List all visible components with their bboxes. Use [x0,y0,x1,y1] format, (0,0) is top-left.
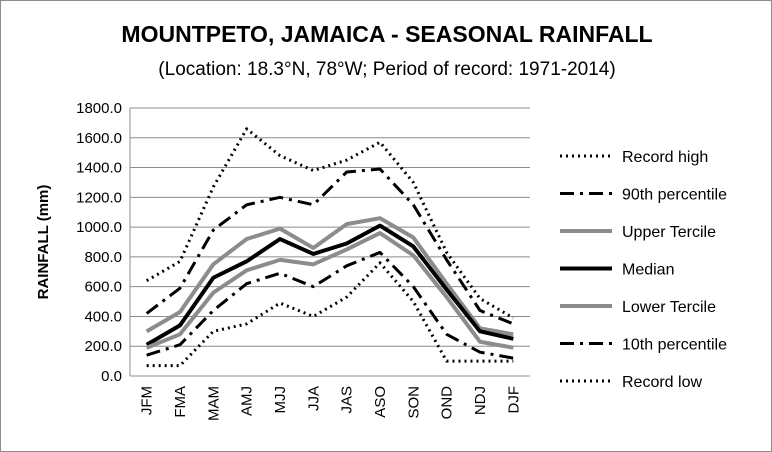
y-tick-label: 600.0 [84,279,122,296]
series-line-record-high [145,127,515,320]
legend-label-record-low: Record low [622,374,702,391]
x-tick-label: JAS [339,386,356,414]
legend-label-median: Median [622,262,674,279]
series-line-90th-percentile [145,167,514,326]
x-tick-label: MJJ [272,386,289,414]
x-tick-label: SON [405,386,422,419]
x-tick-label: AMJ [239,386,256,416]
series-lines [145,127,515,368]
legend-label-upper-tercile: Upper Tercile [622,224,716,241]
y-tick-label: 1000.0 [76,219,122,236]
x-tick-label: MAM [205,386,222,421]
y-tick-label: 800.0 [84,249,122,266]
x-tick-label: JJA [305,386,322,411]
y-tick-label: 0.0 [101,368,122,385]
y-tick-label: 1200.0 [76,189,122,206]
series-line-upper-tercile [145,216,514,337]
y-tick-label: 1800.0 [76,100,122,117]
y-axis-tick-labels: 0.0 200.0 400.0 600.0 800.0 1000.0 1200.0 1400.… [76,100,122,385]
legend: Record high 90th percentile Upper Tercile M… [560,149,727,391]
series-line-10th-percentile [146,250,514,360]
y-tick-label: 1400.0 [76,160,122,177]
x-tick-label: ASO [372,386,389,418]
legend-label-10th-percentile: 10th percentile [622,337,727,354]
chart-subtitle: (Location: 18.3°N, 78°W; Period of recor… [158,59,616,80]
legend-label-lower-tercile: Lower Tercile [622,299,716,316]
y-tick-label: 400.0 [84,308,122,325]
series-line-lower-tercile [145,231,514,350]
series-line-record-low [146,261,514,368]
y-tick-label: 1600.0 [76,130,122,147]
x-tick-label: JFM [139,386,156,415]
chart-title: MOUNTPETO, JAMAICA - SEASONAL RAINFALL [121,21,653,47]
legend-label-record-high: Record high [622,149,708,166]
legend-label-90th-percentile: 90th percentile [622,187,727,204]
x-tick-label: NDJ [472,386,489,415]
x-axis-tick-labels: JFM FMA MAM AMJ MJJ JJA JAS ASO SON OND NDJ DJF [139,386,523,421]
x-tick-label: DJF [505,386,522,414]
x-tick-label: FMA [172,386,189,418]
x-tick-label: OND [439,386,456,420]
y-axis-label: RAINFALL (mm) [35,185,52,300]
series-line-median [145,223,514,347]
y-tick-label: 200.0 [84,338,122,355]
